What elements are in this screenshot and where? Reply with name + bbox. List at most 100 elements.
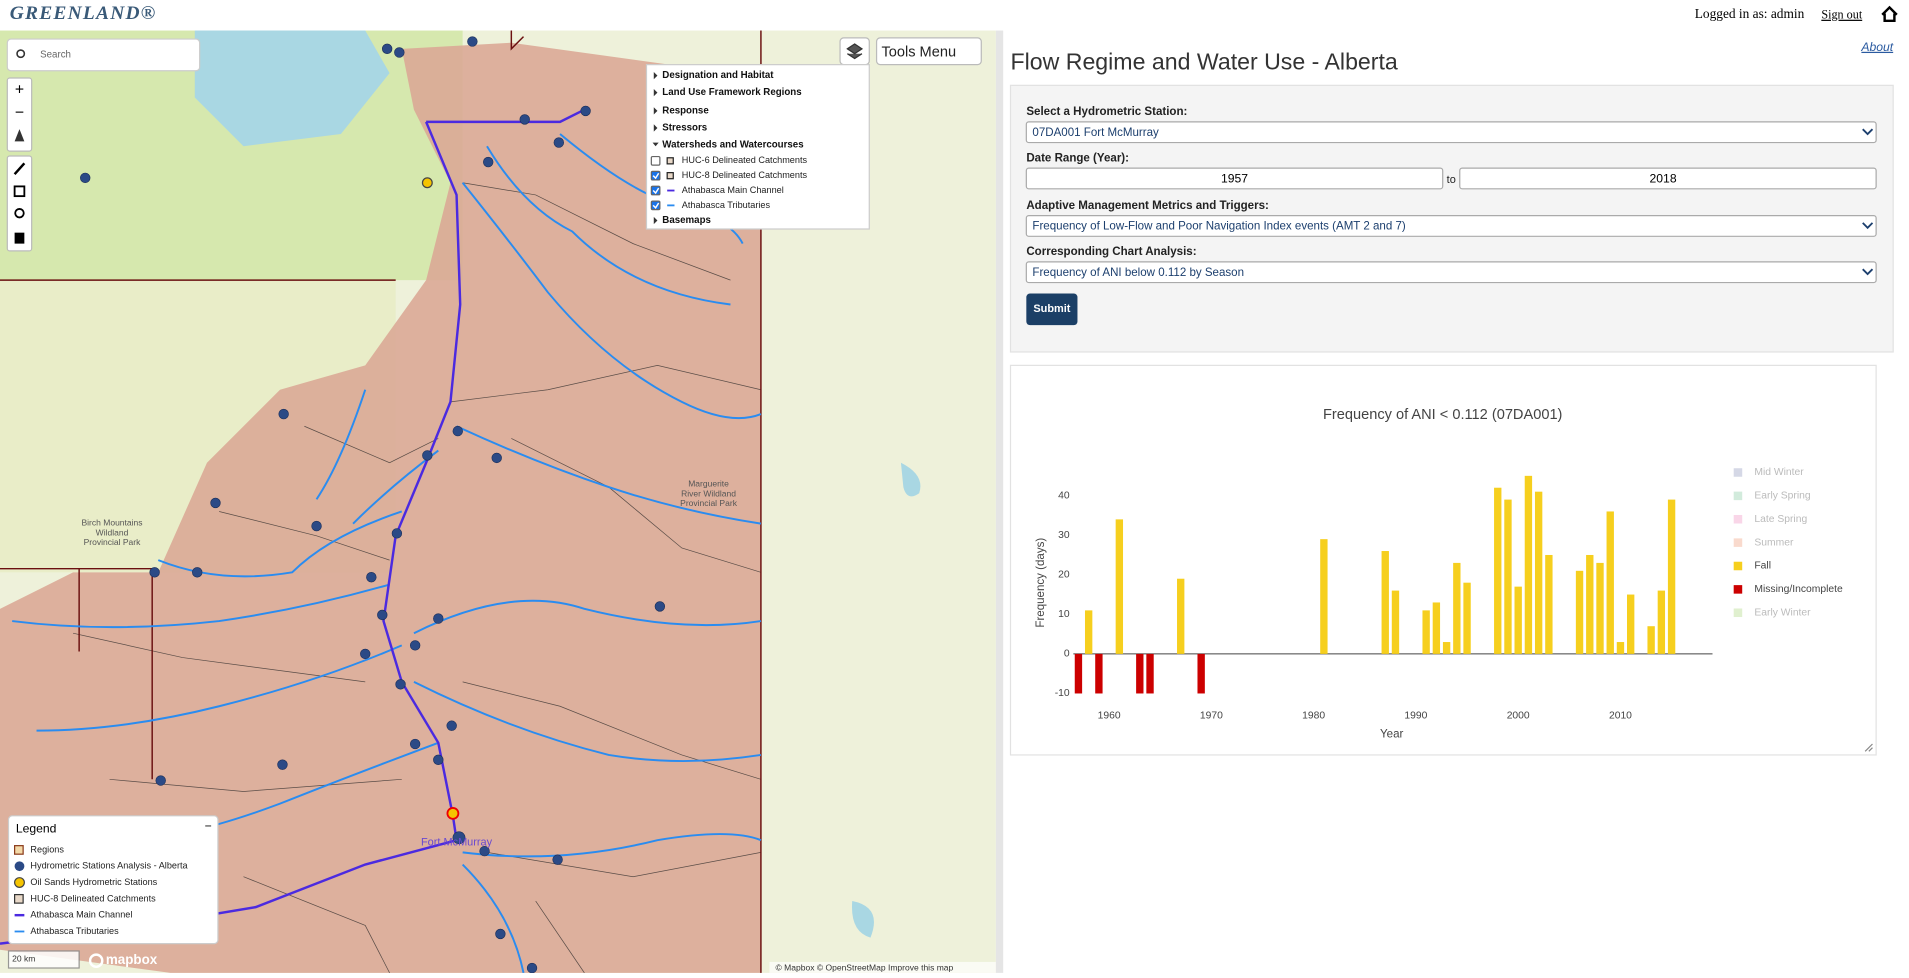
legend-collapse[interactable]: − xyxy=(205,819,212,833)
x-tick-label: 1980 xyxy=(1302,711,1325,722)
attribution[interactable]: © Mapbox © OpenStreetMap Improve this ma… xyxy=(776,962,954,972)
resize-handle[interactable] xyxy=(1864,743,1873,752)
station-value: 07DA001 Fort McMurray xyxy=(1032,127,1159,139)
to-label: to xyxy=(1447,174,1456,186)
mapbox-logo[interactable]: mapbox xyxy=(106,952,158,967)
legend-swatch[interactable] xyxy=(1733,538,1743,547)
layer-swatch xyxy=(666,157,674,165)
watershed xyxy=(0,42,761,973)
about-link[interactable]: About xyxy=(1860,40,1893,54)
bar xyxy=(1381,551,1389,654)
legend-label[interactable]: Late Spring xyxy=(1754,514,1807,525)
submit-button[interactable] xyxy=(1026,293,1078,326)
bar xyxy=(1442,642,1451,654)
station-select[interactable] xyxy=(1025,121,1877,144)
draw-panel xyxy=(6,155,33,252)
legend-label: Regions xyxy=(30,844,64,854)
metric-select[interactable] xyxy=(1025,215,1877,237)
analysis-select[interactable] xyxy=(1025,261,1877,284)
expand-arrow[interactable] xyxy=(653,71,658,80)
map[interactable]: Birch Mountains Wildland Provincial Park M… xyxy=(0,30,996,974)
legend-label[interactable]: Missing/Incomplete xyxy=(1754,584,1843,595)
stations xyxy=(80,36,666,974)
legend-label[interactable]: Summer xyxy=(1754,537,1794,548)
field-label: Select a Hydrometric Station: xyxy=(1026,106,1187,118)
legend-label: HUC-8 Delineated Catchments xyxy=(30,893,156,903)
layer-group[interactable]: Basemaps xyxy=(662,215,711,226)
layer-group[interactable]: Land Use Framework Regions xyxy=(662,87,801,98)
analysis-value: Frequency of ANI below 0.112 by Season xyxy=(1032,267,1244,279)
bar xyxy=(1606,511,1614,654)
bar xyxy=(1514,586,1522,654)
scale-label: 20 km xyxy=(12,954,35,964)
bar xyxy=(1432,602,1441,654)
compass[interactable] xyxy=(14,129,25,142)
legend-label: Athabasca Tributaries xyxy=(30,926,119,936)
layer-group[interactable]: Watersheds and Watercourses xyxy=(662,140,803,151)
expand-arrow[interactable] xyxy=(653,216,658,225)
legend-swatch[interactable] xyxy=(1733,608,1743,618)
expand-arrow[interactable] xyxy=(653,124,658,132)
layer-group[interactable]: Response xyxy=(662,105,709,116)
bar xyxy=(1667,499,1676,654)
zoom-in[interactable]: + xyxy=(15,81,24,98)
bar xyxy=(1320,539,1328,654)
layer-group[interactable]: Designation and Habitat xyxy=(662,70,774,81)
draw-polygon[interactable] xyxy=(13,185,26,198)
draw-line[interactable] xyxy=(13,162,26,176)
legend-label[interactable]: Fall xyxy=(1754,561,1771,572)
metric-value: Frequency of Low-Flow and Poor Navigatio… xyxy=(1032,221,1405,233)
delete[interactable] xyxy=(14,232,25,244)
chart-title: Frequency of ANI < 0.112 (07DA001) xyxy=(1323,407,1562,423)
field-label: Corresponding Chart Analysis: xyxy=(1026,246,1196,258)
bar xyxy=(1074,653,1083,694)
bar xyxy=(1084,610,1093,654)
home-icon[interactable] xyxy=(1881,5,1898,23)
tools-button[interactable] xyxy=(875,37,982,66)
bar xyxy=(1463,582,1471,654)
legend-label: Oil Sands Hydrometric Stations xyxy=(30,877,157,887)
bar xyxy=(1534,491,1543,654)
bar xyxy=(1596,562,1604,654)
bar xyxy=(1197,653,1205,694)
login-text: Logged in as: admin xyxy=(1695,6,1805,21)
legend-swatch[interactable] xyxy=(1733,468,1743,477)
layer-group[interactable]: Stressors xyxy=(662,123,707,134)
legend-swatch[interactable] xyxy=(1733,585,1743,594)
sign-out[interactable]: Sign out xyxy=(1821,8,1862,22)
draw-point[interactable] xyxy=(14,208,25,219)
from-year-input[interactable] xyxy=(1025,167,1444,190)
legend-symbol xyxy=(14,893,24,904)
zoom-controls[interactable]: + − xyxy=(6,77,33,252)
place-label: Marguerite River Wildland Provincial Park xyxy=(680,479,738,508)
attribution-bg xyxy=(769,961,996,973)
legend-label[interactable]: Early Winter xyxy=(1754,607,1811,618)
expand-arrow[interactable] xyxy=(652,142,659,147)
splitter[interactable] xyxy=(995,30,1004,973)
search-box[interactable] xyxy=(6,38,201,72)
town-label: Fort McMurray xyxy=(421,837,493,849)
from-year: 1957 xyxy=(1221,171,1248,185)
legend-swatch[interactable] xyxy=(1733,561,1743,571)
search-icon xyxy=(16,49,26,59)
tributaries xyxy=(12,133,762,974)
legend-label: Hydrometric Stations Analysis - Alberta xyxy=(30,861,188,871)
bar xyxy=(1657,590,1666,654)
oil-sands-station xyxy=(421,177,433,189)
legend-swatch[interactable] xyxy=(1733,491,1743,501)
expand-arrow[interactable] xyxy=(653,107,658,115)
legend-label[interactable]: Mid Winter xyxy=(1754,467,1804,478)
zoom-out[interactable]: − xyxy=(15,105,24,122)
y-tick-label: 30 xyxy=(1058,530,1070,541)
legend-swatch[interactable] xyxy=(1733,514,1743,524)
logo[interactable]: GREENLAND® xyxy=(10,3,157,24)
bar xyxy=(1575,570,1584,654)
layer-list: Designation and Habitat Land Use Framewor… xyxy=(650,70,807,226)
layer-checkbox[interactable] xyxy=(650,155,661,166)
to-year-input[interactable] xyxy=(1459,167,1877,190)
layer-label: Athabasca Main Channel xyxy=(682,185,784,195)
legend-label[interactable]: Early Spring xyxy=(1754,491,1811,502)
expand-arrow[interactable] xyxy=(653,88,658,97)
y-tick-label: 20 xyxy=(1058,570,1070,581)
